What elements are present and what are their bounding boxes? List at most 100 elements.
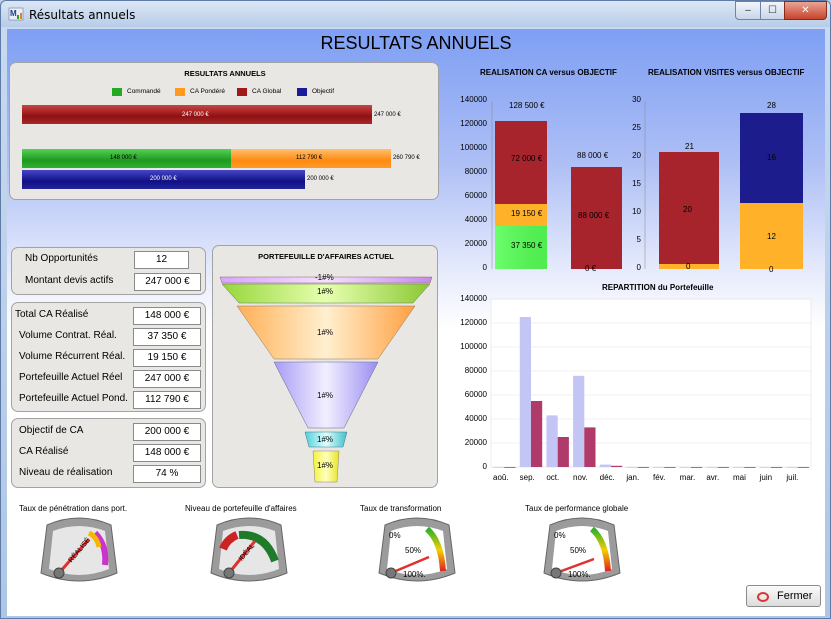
bar-ca-global (22, 105, 372, 124)
gauge-3-tick-100: 100%. (403, 570, 426, 579)
rep-tick: 140000 (460, 294, 487, 303)
bar-ca-global-end-label: 247 000 € (374, 112, 401, 118)
window-title: Résultats annuels (29, 8, 136, 22)
bar-ca-global-label: 247 000 € (182, 112, 209, 118)
close-circle-icon (757, 592, 769, 602)
total-ca-realise-label: Total CA Réalisé (15, 309, 89, 320)
chart-ca-bar2-zero: 0 € (585, 264, 597, 273)
legend-swatch-objectif (297, 88, 307, 96)
portefeuille-reel-value: 247 000 € (133, 370, 201, 388)
chart-ca-tick: 60000 (464, 191, 487, 200)
nb-opportunites-value: 12 (134, 251, 189, 269)
chart-ca-bar1-seg2-label: 19 150 € (511, 209, 543, 218)
chart-ca-title: REALISATION CA versus OBJECTIF (480, 68, 617, 77)
rep-bar (717, 467, 729, 468)
chart-visits-bar1-seg1 (659, 264, 719, 269)
chart-ca-bar1-total: 128 500 € (509, 101, 545, 110)
rep-month-label: aoû. (493, 473, 509, 482)
gauge-3-tick-50: 50% (405, 546, 422, 555)
rep-month-label: juil. (786, 473, 799, 482)
bar-commande (22, 149, 231, 168)
maximize-button[interactable]: ☐ (760, 1, 785, 20)
bar-ca-pondere (231, 149, 391, 168)
gauge-4-tick-100: 100%. (568, 570, 591, 579)
legend-swatch-ca-pondere (175, 88, 185, 96)
rep-month-label: juin (759, 473, 773, 482)
volume-recurrent-label: Volume Récurrent Réal. (19, 351, 126, 362)
gauge-2 (210, 517, 288, 582)
chart-visits-tick: 20 (632, 151, 641, 160)
minimize-button[interactable]: – (735, 1, 761, 20)
gauge-4-tick-0: 0% (554, 531, 566, 540)
gauge-4-title: Taux de performance globale (525, 504, 629, 513)
funnel-label-1: -1#% (315, 273, 334, 282)
chart-visits-tick: 30 (632, 95, 641, 104)
close-window-button[interactable]: ✕ (784, 1, 827, 20)
rep-bar (599, 464, 611, 467)
rep-bar (664, 467, 676, 468)
chart-ca-tick: 40000 (464, 215, 487, 224)
bar-objectif-end-label: 200 000 € (307, 176, 334, 182)
chart-visits-bar2-total: 28 (767, 101, 776, 110)
chart-visits-bar2-seg1-label: 0 (769, 265, 774, 274)
close-button[interactable]: Fermer (746, 585, 821, 607)
rep-bar (706, 467, 718, 468)
chart-visits-title: REALISATION VISITES versus OBJECTIF (648, 68, 805, 77)
funnel-level-3 (236, 305, 416, 360)
chart-ca-bar1-seg3-label: 72 000 € (511, 154, 543, 163)
funnel-level-2 (221, 283, 431, 304)
rep-bar (493, 467, 505, 468)
funnel-label-6: 1#% (317, 461, 334, 470)
rep-bar (637, 467, 649, 468)
chart-visits-bar2-seg1 (740, 203, 803, 269)
ca-realise-label: CA Réalisé (19, 446, 69, 457)
rep-month-label: jan. (626, 473, 640, 482)
chart-visits-tick: 5 (636, 235, 641, 244)
gauge-1-title: Taux de pénétration dans port. (19, 504, 128, 513)
funnel-label-4: 1#% (317, 391, 334, 400)
chart-ca-bar2 (571, 167, 622, 269)
chart-visits-tick: 25 (632, 123, 641, 132)
gauge-2-title: Niveau de portefeuille d'affaires (185, 504, 297, 513)
gauge-3-title: Taux de transformation (360, 504, 442, 513)
rep-bar (744, 467, 756, 468)
chart-ca-bar2-inner: 88 000 € (578, 211, 610, 220)
portefeuille-pond-label: Portefeuille Actuel Pond. (19, 393, 128, 404)
rep-bar (691, 467, 703, 468)
funnel-level-5 (304, 431, 348, 448)
bar-commande-label: 148 000 € (110, 155, 137, 161)
funnel-label-2: 1#% (317, 287, 334, 296)
opportunities-panel: Nb Opportunités 12 Montant devis actifs … (11, 247, 206, 295)
gauge-1 (40, 517, 118, 582)
results-panel-title: RESULTATS ANNUELS (184, 69, 266, 78)
rep-bar (679, 467, 691, 468)
funnel-chart (219, 276, 433, 483)
portefeuille-pond-value: 112 790 € (133, 391, 201, 409)
rep-bar (733, 467, 745, 468)
funnel-level-6 (312, 450, 340, 483)
rep-month-label: avr. (706, 473, 720, 482)
legend-label-ca-pondere: CA Pondéré (190, 88, 226, 95)
rep-bar (504, 467, 516, 468)
rep-bar (611, 465, 623, 467)
funnel-panel: PORTEFEUILLE D'AFFAIRES ACTUEL -1#% (212, 245, 438, 488)
client-area: RESULTATS ANNUELS RESULTATS ANNUELS Comm… (7, 29, 825, 616)
chart-ca (491, 101, 622, 269)
chart-ca-tick: 80000 (464, 167, 487, 176)
legend-swatch-commande (112, 88, 122, 96)
rep-bar (573, 375, 585, 467)
chart-visits-bar2-seg2-label: 12 (767, 232, 776, 241)
svg-text:M: M (10, 9, 17, 18)
rep-month-label: fév. (653, 473, 666, 482)
chart-visits-bar2-seg2 (740, 113, 803, 203)
volume-contrat-value: 37 350 € (133, 328, 201, 346)
rep-bar (759, 467, 771, 468)
title-bar: M Résultats annuels – ☐ ✕ (1, 1, 830, 27)
gauge-4-tick-50: 50% (570, 546, 587, 555)
volume-recurrent-value: 19 150 € (133, 349, 201, 367)
rep-bar (786, 467, 798, 468)
montant-devis-value: 247 000 € (134, 273, 201, 291)
chart-ca-bar1-seg1-label: 37 350 € (511, 241, 543, 250)
chart-ca-tick: 120000 (460, 119, 487, 128)
